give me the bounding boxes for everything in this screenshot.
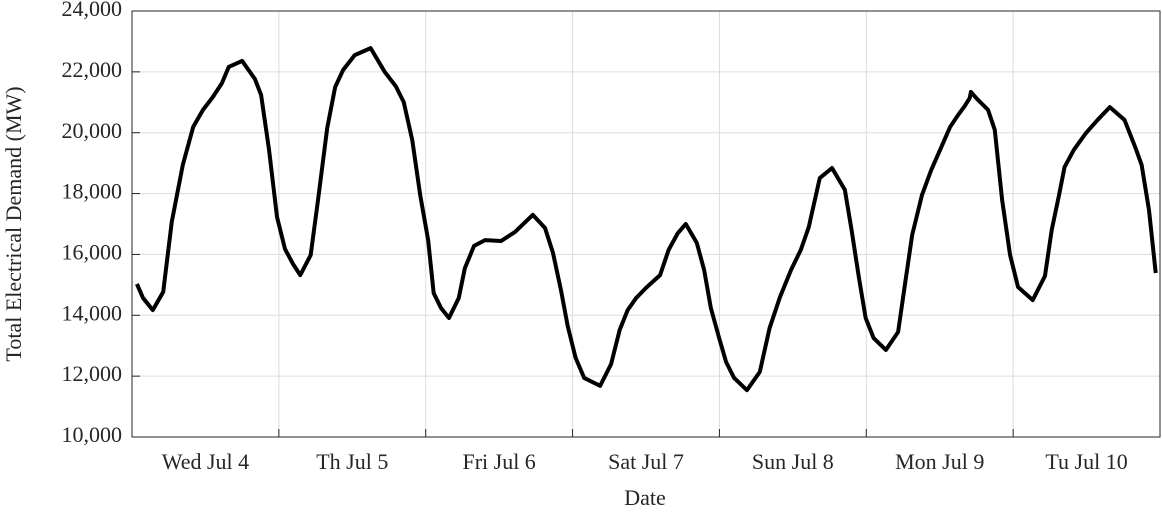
x-tick-label: Th Jul 5 (316, 449, 388, 474)
x-tick-label: Sat Jul 7 (608, 449, 684, 474)
x-tick-label: Tu Jul 10 (1045, 449, 1127, 474)
demand-line (135, 46, 1158, 393)
y-tick-label: 14,000 (62, 300, 123, 325)
y-tick-label: 12,000 (62, 361, 123, 386)
y-tick-label: 18,000 (62, 179, 123, 204)
x-tick-label: Mon Jul 9 (895, 449, 984, 474)
plot-frame (131, 10, 1161, 438)
x-tick-label: Fri Jul 6 (462, 449, 535, 474)
y-tick-label: 16,000 (62, 239, 123, 264)
y-tick-label: 20,000 (62, 118, 123, 143)
y-tick-label: 22,000 (62, 57, 123, 82)
y-tick-label: 24,000 (62, 0, 123, 21)
y-axis-label: Total Electrical Demand (MW) (1, 86, 26, 361)
x-tick-label: Wed Jul 4 (162, 449, 249, 474)
x-tick-label: Sun Jul 8 (752, 449, 834, 474)
x-axis-label: Date (624, 485, 666, 510)
y-tick-label: 10,000 (62, 422, 123, 447)
